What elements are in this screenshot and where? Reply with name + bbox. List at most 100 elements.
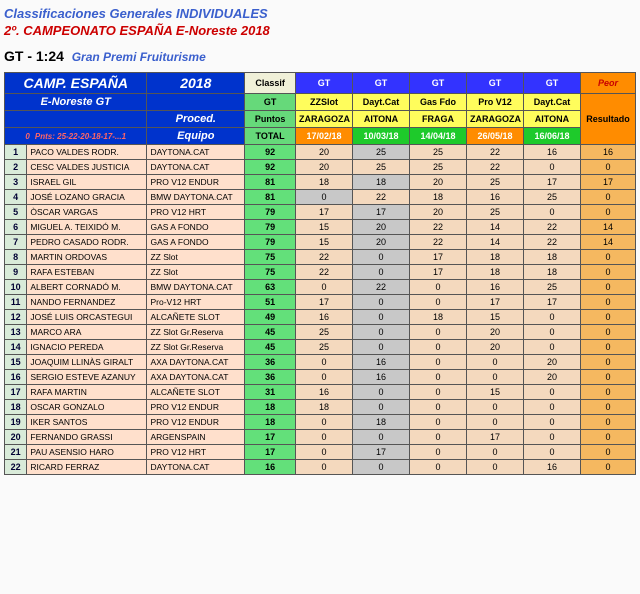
- cell-total: 75: [245, 250, 296, 265]
- cell-score-3: 14: [466, 235, 523, 250]
- cell-score-4: 16: [523, 460, 580, 475]
- cell-total: 79: [245, 235, 296, 250]
- cell-score-2: 0: [410, 325, 467, 340]
- cell-pos: 4: [5, 190, 27, 205]
- cell-score-1: 18: [353, 175, 410, 190]
- cell-peor: 14: [580, 220, 635, 235]
- cell-peor: 17: [580, 175, 635, 190]
- cell-score-4: 20: [523, 370, 580, 385]
- cell-team: BMW DAYTONA.CAT: [147, 190, 245, 205]
- cell-score-1: 0: [353, 310, 410, 325]
- cell-score-4: 18: [523, 250, 580, 265]
- table-row: 3ISRAEL GILPRO V12 ENDUR81181820251717: [5, 175, 636, 190]
- cell-name: IGNACIO PEREDA: [27, 340, 147, 355]
- cell-score-0: 0: [296, 445, 353, 460]
- cell-team: DAYTONA.CAT: [147, 460, 245, 475]
- cell-team: AXA DAYTONA.CAT: [147, 370, 245, 385]
- cell-total: 18: [245, 415, 296, 430]
- cell-pos: 14: [5, 340, 27, 355]
- cell-total: 75: [245, 265, 296, 280]
- cell-score-0: 18: [296, 400, 353, 415]
- hdr-ev3-b: FRAGA: [410, 111, 467, 128]
- cell-score-1: 18: [353, 415, 410, 430]
- table-row: 22RICARD FERRAZDAYTONA.CAT160000160: [5, 460, 636, 475]
- hdr-ev4-a: Pro V12: [466, 94, 523, 111]
- hdr-ev4-date: 26/05/18: [466, 128, 523, 145]
- cell-score-2: 17: [410, 250, 467, 265]
- hdr-ev2-b: AITONA: [353, 111, 410, 128]
- cell-score-0: 0: [296, 190, 353, 205]
- page-title-3: GT - 1:24 Gran Premi Fruiturisme: [4, 48, 636, 64]
- scale-label: - 1:24: [23, 48, 63, 64]
- table-row: 14IGNACIO PEREDAZZ Slot Gr.Reserva452500…: [5, 340, 636, 355]
- cell-score-0: 25: [296, 325, 353, 340]
- cell-name: RAFA ESTEBAN: [27, 265, 147, 280]
- cell-score-0: 16: [296, 385, 353, 400]
- table-row: 2CESC VALDES JUSTICIADAYTONA.CAT92202525…: [5, 160, 636, 175]
- cell-total: 45: [245, 340, 296, 355]
- cell-team: PRO V12 HRT: [147, 205, 245, 220]
- cell-score-0: 22: [296, 250, 353, 265]
- cell-pos: 19: [5, 415, 27, 430]
- cell-score-2: 0: [410, 340, 467, 355]
- hdr-ev5-a: Dayt.Cat: [523, 94, 580, 111]
- hdr-proced: Proced.: [147, 111, 245, 128]
- cell-score-1: 16: [353, 355, 410, 370]
- cell-team: Pro-V12 HRT: [147, 295, 245, 310]
- cell-score-3: 15: [466, 385, 523, 400]
- cell-score-1: 17: [353, 205, 410, 220]
- cell-score-1: 16: [353, 370, 410, 385]
- cell-score-3: 22: [466, 145, 523, 160]
- cell-pos: 9: [5, 265, 27, 280]
- cell-peor: 0: [580, 205, 635, 220]
- cell-total: 92: [245, 145, 296, 160]
- cell-score-3: 22: [466, 160, 523, 175]
- table-row: 19IKER SANTOSPRO V12 ENDUR180180000: [5, 415, 636, 430]
- cell-name: IKER SANTOS: [27, 415, 147, 430]
- cell-score-4: 0: [523, 400, 580, 415]
- cell-score-4: 0: [523, 430, 580, 445]
- page-title-2: 2º. CAMPEONATO ESPAÑA E-Noreste 2018: [4, 23, 636, 38]
- cell-score-4: 25: [523, 190, 580, 205]
- cell-peor: 0: [580, 340, 635, 355]
- table-row: 6MIGUEL A. TEIXIDÓ M.GAS A FONDO79152022…: [5, 220, 636, 235]
- cell-pos: 16: [5, 370, 27, 385]
- table-row: 8MARTIN ORDOVASZZ Slot752201718180: [5, 250, 636, 265]
- hdr-ev1-date: 17/02/18: [296, 128, 353, 145]
- hdr-year: 2018: [147, 73, 245, 94]
- cell-total: 31: [245, 385, 296, 400]
- cell-peor: 0: [580, 385, 635, 400]
- cell-score-3: 0: [466, 370, 523, 385]
- cell-team: PRO V12 ENDUR: [147, 415, 245, 430]
- cell-peor: 0: [580, 160, 635, 175]
- table-row: 15JOAQUIM LLINÀS GIRALTAXA DAYTONA.CAT36…: [5, 355, 636, 370]
- cell-score-2: 0: [410, 400, 467, 415]
- cell-total: 81: [245, 175, 296, 190]
- cell-peor: 0: [580, 355, 635, 370]
- cell-score-4: 22: [523, 220, 580, 235]
- hdr-ev3-date: 14/04/18: [410, 128, 467, 145]
- table-row: 11NANDO FERNANDEZPro-V12 HRT51170017170: [5, 295, 636, 310]
- cell-name: RICARD FERRAZ: [27, 460, 147, 475]
- hdr-classif: Classif: [245, 73, 296, 94]
- cell-score-2: 22: [410, 220, 467, 235]
- cell-total: 45: [245, 325, 296, 340]
- cell-score-3: 18: [466, 250, 523, 265]
- hdr-gt-3: GT: [410, 73, 467, 94]
- cell-score-1: 17: [353, 445, 410, 460]
- cell-score-2: 0: [410, 295, 467, 310]
- cell-name: JOSÉ LUIS ORCASTEGUI: [27, 310, 147, 325]
- cell-peor: 0: [580, 250, 635, 265]
- cell-score-4: 0: [523, 445, 580, 460]
- cell-peor: 0: [580, 325, 635, 340]
- table-row: 5ÒSCAR VARGASPRO V12 HRT791717202500: [5, 205, 636, 220]
- hdr-ev1-b: ZARAGOZA: [296, 111, 353, 128]
- cell-score-0: 17: [296, 295, 353, 310]
- cell-peor: 16: [580, 145, 635, 160]
- cell-total: 36: [245, 355, 296, 370]
- cell-pos: 21: [5, 445, 27, 460]
- hdr-ev4-b: ZARAGOZA: [466, 111, 523, 128]
- cell-total: 79: [245, 205, 296, 220]
- cell-score-1: 20: [353, 235, 410, 250]
- cell-score-2: 25: [410, 145, 467, 160]
